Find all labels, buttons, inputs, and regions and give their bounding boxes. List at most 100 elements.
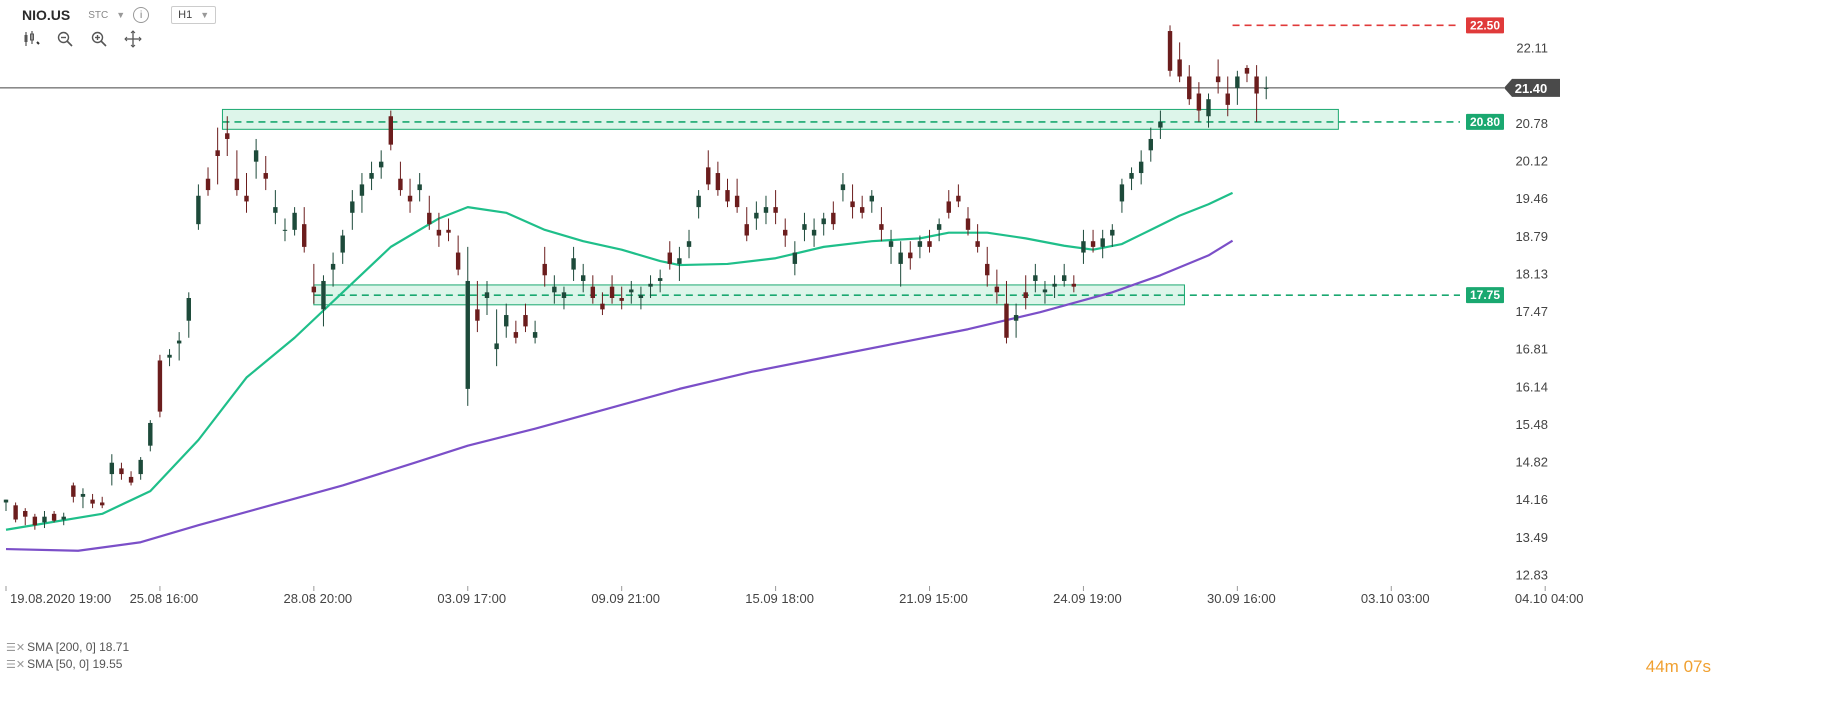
y-tick-label: 13.49: [1515, 530, 1548, 545]
legend-sma50[interactable]: ☰✕ SMA [50, 0] 19.55: [6, 657, 122, 671]
candle-body: [1013, 315, 1019, 321]
candle-body: [763, 207, 769, 213]
candle-body: [61, 516, 66, 520]
candle-body: [898, 252, 903, 264]
candle-body: [369, 173, 374, 179]
candle-body: [1235, 76, 1240, 88]
timer-seconds: 07: [1683, 657, 1703, 676]
candle-body: [1148, 138, 1153, 151]
x-tick-label: 24.09 19:00: [1053, 591, 1122, 606]
candle-body: [205, 178, 211, 191]
candle-body: [850, 201, 855, 208]
chevron-down-icon[interactable]: ▼: [116, 10, 126, 20]
candle-body: [3, 499, 9, 503]
candle-body: [253, 150, 259, 162]
candle-body: [427, 212, 432, 225]
candle-body: [1254, 76, 1259, 94]
candle-body: [504, 315, 509, 327]
timeframe-value: H1: [178, 9, 193, 21]
instrument-type-label: STC: [88, 9, 109, 21]
candle-body: [638, 295, 644, 298]
candle-body: [340, 235, 345, 253]
candle-body: [71, 485, 76, 497]
candle-body: [1071, 283, 1077, 287]
candle-body: [783, 229, 788, 236]
candle-body: [609, 286, 615, 298]
legend-sma200[interactable]: ☰✕ SMA [200, 0] 18.71: [6, 640, 129, 654]
candle-body: [23, 511, 28, 517]
candle-body: [234, 178, 240, 191]
info-icon[interactable]: i: [133, 7, 150, 23]
candle-body: [42, 516, 47, 523]
support-resistance-zone: [221, 108, 1339, 130]
candle-body: [475, 309, 480, 321]
candle-body: [455, 252, 461, 270]
indicator-settings-icon[interactable]: ☰✕: [6, 658, 26, 671]
candle-body: [571, 258, 576, 270]
last-price-label: 21.40: [1515, 81, 1548, 96]
chart-toolbar: [20, 28, 144, 50]
candlestick-icon[interactable]: [20, 28, 42, 50]
sma200-line: [5, 239, 1234, 552]
indicator-settings-icon[interactable]: ☰✕: [6, 641, 26, 654]
zoom-out-icon[interactable]: [54, 28, 76, 50]
candle-body: [378, 161, 384, 168]
symbol-label[interactable]: NIO.US: [22, 7, 71, 23]
levels-layer: [0, 24, 1504, 296]
candle-body: [215, 150, 220, 156]
candle-body: [792, 252, 798, 264]
candle-body: [879, 224, 884, 230]
candle-body: [706, 167, 711, 185]
candle-body: [773, 207, 778, 213]
candle-body: [946, 201, 951, 213]
candle-body: [561, 292, 567, 298]
candle-body: [1033, 275, 1038, 281]
candle-body: [157, 360, 163, 412]
candle-body: [600, 303, 605, 310]
candle-body: [196, 195, 201, 225]
candle-body: [1100, 238, 1105, 247]
x-tick-label: 30.09 16:00: [1207, 591, 1276, 606]
candle-body: [1023, 292, 1028, 298]
timer-seconds-unit: s: [1702, 657, 1712, 676]
candle-body: [100, 502, 105, 506]
y-tick-label: 14.16: [1515, 492, 1548, 507]
candle-body: [311, 286, 317, 293]
candle-body: [436, 229, 442, 236]
candle-body: [398, 178, 403, 191]
candle-body: [119, 468, 124, 475]
candle-body: [1062, 275, 1067, 281]
candle-body: [936, 224, 942, 230]
y-tick-label: 17.47: [1515, 304, 1548, 319]
candle-body: [1177, 59, 1182, 77]
y-tick-label: 18.79: [1515, 229, 1548, 244]
candle-body: [965, 218, 971, 230]
candle-body: [388, 116, 393, 145]
timeframe-select[interactable]: H1 ▼: [171, 6, 217, 24]
candle-body: [831, 212, 836, 225]
candle-body: [985, 263, 990, 276]
candle-body: [859, 207, 865, 213]
candle-body: [734, 195, 740, 208]
candle-body: [888, 241, 894, 247]
candle-body: [446, 229, 451, 233]
candle-body: [350, 201, 355, 213]
move-icon[interactable]: [122, 28, 144, 50]
candle-body: [1264, 87, 1269, 89]
y-tick-label: 19.46: [1515, 191, 1548, 206]
candle-body: [802, 224, 807, 230]
zoom-in-icon[interactable]: [88, 28, 110, 50]
candle-body: [1187, 76, 1192, 100]
x-tick-label: 21.09 15:00: [899, 591, 968, 606]
x-tick-label: 28.08 20:00: [283, 591, 352, 606]
x-tick-label: 09.09 21:00: [591, 591, 660, 606]
candle-body: [484, 292, 490, 298]
candle-body: [715, 173, 721, 191]
candle-body: [677, 258, 682, 264]
level-tag: [1466, 17, 1504, 34]
candle-body: [465, 280, 470, 389]
candle-countdown: 44m 07s: [1646, 657, 1711, 677]
candle-body: [167, 354, 172, 358]
candle-body: [686, 241, 692, 247]
